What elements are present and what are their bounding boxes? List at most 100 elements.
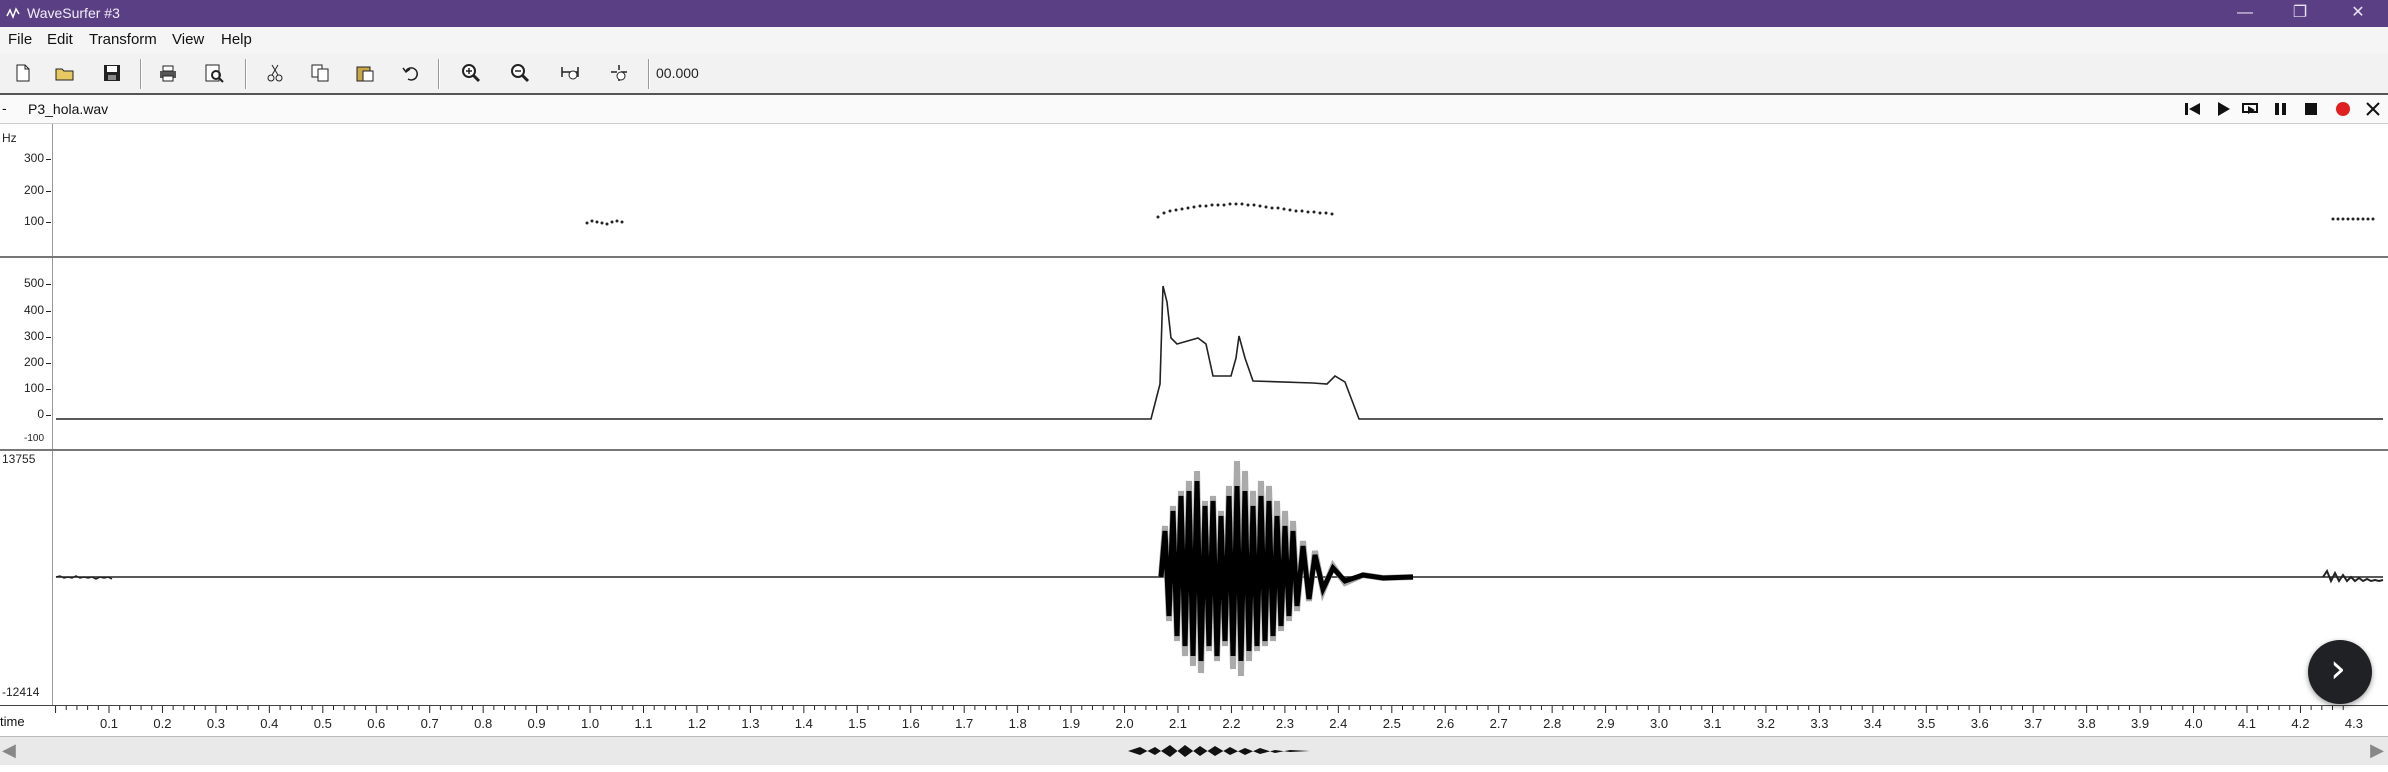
- time-tick-label: 0.7: [420, 716, 439, 731]
- menu-file[interactable]: File: [8, 31, 33, 48]
- sound-menu-dash[interactable]: -: [2, 100, 7, 116]
- open-button[interactable]: [50, 59, 80, 87]
- zoom-fit-button[interactable]: [555, 59, 585, 87]
- save-button[interactable]: [97, 59, 127, 87]
- time-tick-label: 1.4: [794, 716, 813, 731]
- formant-tick-label: -100: [23, 433, 44, 444]
- time-tick-label: 2.8: [1543, 716, 1562, 731]
- time-tick-label: 3.7: [2024, 716, 2043, 731]
- pitch-tick-label: 100: [23, 214, 44, 228]
- menu-edit[interactable]: Edit: [47, 31, 73, 48]
- pitch-pane[interactable]: Hz 300 200 100: [0, 124, 2388, 256]
- zoom-selection-button[interactable]: [604, 59, 634, 87]
- scroll-thumb-overview[interactable]: [1120, 741, 1320, 761]
- time-tick-label: 3.8: [2077, 716, 2096, 731]
- pitch-tick-label: 300: [23, 151, 44, 165]
- print-icon: [160, 65, 176, 82]
- time-readout: 00.000: [656, 65, 699, 81]
- zoom-out-icon: [511, 64, 530, 83]
- play-icon: [2218, 102, 2230, 116]
- zoom-in-icon: [462, 64, 481, 83]
- zoom-selection-icon: [611, 65, 627, 81]
- print-preview-button[interactable]: [199, 59, 229, 87]
- pause-button[interactable]: [2270, 98, 2294, 120]
- chevron-right-icon: ›: [2330, 646, 2346, 692]
- time-tick-label: 3.5: [1917, 716, 1936, 731]
- time-tick-label: 2.2: [1222, 716, 1241, 731]
- play-loop-button[interactable]: [2240, 98, 2264, 120]
- waveform-max-label: 13755: [2, 452, 36, 466]
- time-axis-ticks: [55, 706, 2344, 713]
- time-tick-label: 2.9: [1596, 716, 1615, 731]
- scroll-left-arrow[interactable]: ◀: [2, 740, 16, 760]
- time-tick-label: 2.7: [1489, 716, 1508, 731]
- close-window-button[interactable]: ✕: [2351, 4, 2365, 21]
- restore-button[interactable]: ❐: [2292, 4, 2308, 21]
- app-icon: [6, 7, 20, 20]
- copy-button[interactable]: [305, 59, 335, 87]
- time-tick-label: 3.3: [1810, 716, 1829, 731]
- zoom-in-button[interactable]: [456, 59, 486, 87]
- time-tick-label: 0.5: [313, 716, 332, 731]
- play-loop-icon: [2242, 103, 2258, 114]
- time-tick-label: 3.0: [1650, 716, 1669, 731]
- time-tick-label: 1.9: [1062, 716, 1081, 731]
- cut-button[interactable]: [260, 59, 290, 87]
- formant-tick-label: 300: [23, 329, 44, 343]
- menu-view[interactable]: View: [172, 31, 205, 48]
- print-button[interactable]: [153, 59, 183, 87]
- pitch-unit-label: Hz: [2, 131, 17, 145]
- time-tick-label: 0.9: [527, 716, 546, 731]
- next-button[interactable]: ›: [2308, 640, 2372, 704]
- title-bar: WaveSurfer #3 — ❐ ✕: [0, 0, 2388, 27]
- formant-pane[interactable]: 500 400 300 200 100 0 -100: [0, 258, 2388, 449]
- time-tick-label: 4.3: [2344, 716, 2363, 731]
- time-tick-label: 1.7: [955, 716, 974, 731]
- zoom-out-button[interactable]: [505, 59, 535, 87]
- time-tick-label: 1.5: [848, 716, 867, 731]
- minimize-button[interactable]: —: [2237, 4, 2253, 21]
- time-tick-label: 0.2: [153, 716, 172, 731]
- time-tick-label: 0.1: [99, 716, 119, 731]
- formant-curve: [56, 285, 2383, 420]
- copy-icon: [311, 64, 329, 82]
- stop-button[interactable]: [2300, 98, 2324, 120]
- pitch-tick-label: 200: [23, 183, 44, 197]
- time-tick-label: 0.4: [260, 716, 279, 731]
- time-tick-label: 1.2: [687, 716, 706, 731]
- cut-icon: [267, 64, 283, 82]
- file-name: P3_hola.wav: [28, 101, 109, 117]
- time-axis-label: time: [0, 714, 25, 729]
- formant-tick-label: 500: [23, 276, 44, 290]
- file-bar: - P3_hola.wav: [0, 95, 2388, 124]
- time-tick-label: 2.3: [1275, 716, 1294, 731]
- undo-icon: [402, 67, 418, 81]
- time-tick-label: 2.4: [1329, 716, 1348, 731]
- menu-help[interactable]: Help: [221, 31, 252, 48]
- waveform-min-label: -12414: [2, 685, 40, 699]
- scroll-right-arrow[interactable]: ▶: [2370, 740, 2384, 760]
- formant-tick-label: 0: [37, 407, 44, 421]
- window-title: WaveSurfer #3: [27, 5, 120, 21]
- waveform-pane[interactable]: 13755 -12414: [0, 451, 2388, 705]
- time-tick-label: 1.0: [581, 716, 600, 731]
- open-folder-icon: [55, 68, 74, 81]
- play-button[interactable]: [2212, 98, 2236, 120]
- time-tick-label: 1.3: [741, 716, 760, 731]
- menu-transform[interactable]: Transform: [89, 31, 157, 48]
- new-file-button[interactable]: [8, 59, 38, 87]
- time-tick-label: 2.5: [1382, 716, 1401, 731]
- time-tick-label: 3.9: [2131, 716, 2150, 731]
- formant-tick-label: 200: [23, 355, 44, 369]
- time-tick-label: 3.4: [1863, 716, 1882, 731]
- horizontal-scrollbar[interactable]: ◀ ▶: [0, 736, 2388, 765]
- toolbar: 00.000: [0, 53, 2388, 95]
- record-button[interactable]: [2332, 98, 2356, 120]
- skip-to-start-button[interactable]: [2182, 98, 2206, 120]
- zoom-fit-icon: [561, 67, 579, 80]
- formant-axis: 500 400 300 200 100 0 -100: [0, 258, 53, 449]
- undo-button[interactable]: [396, 59, 426, 87]
- close-sound-button[interactable]: [2362, 98, 2386, 120]
- paste-button[interactable]: [350, 59, 380, 87]
- time-tick-label: 2.6: [1436, 716, 1455, 731]
